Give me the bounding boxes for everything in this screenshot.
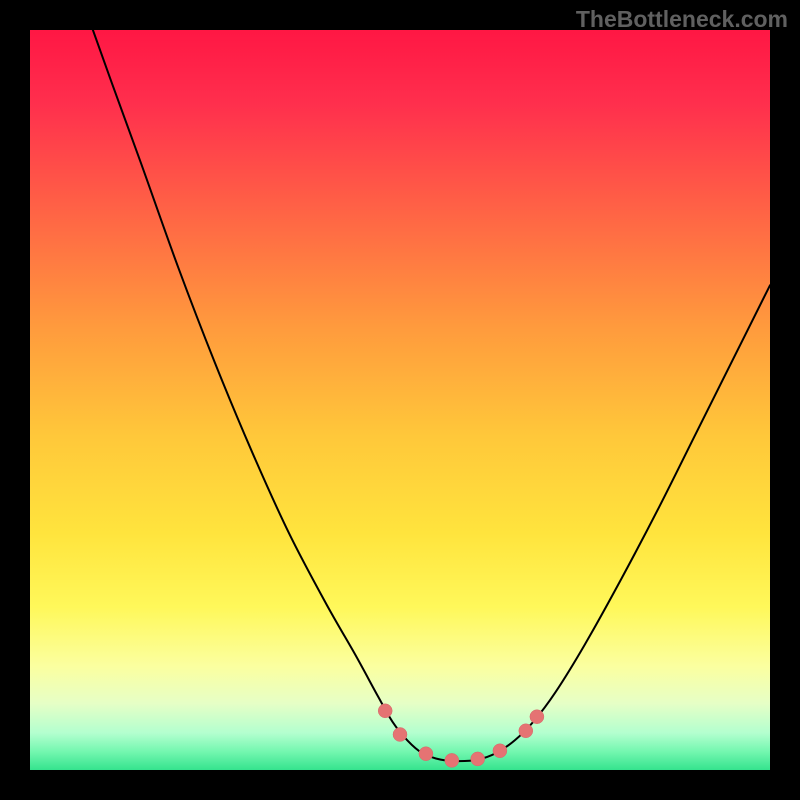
curve-marker <box>419 747 433 761</box>
chart-container: TheBottleneck.com <box>0 0 800 800</box>
curve-marker <box>445 753 459 767</box>
curve-marker <box>493 744 507 758</box>
curve-marker <box>393 727 407 741</box>
curve-marker <box>378 704 392 718</box>
curve-marker <box>519 724 533 738</box>
watermark-text: TheBottleneck.com <box>576 6 788 33</box>
chart-overlay-svg <box>30 30 770 770</box>
curve-marker <box>471 752 485 766</box>
bottleneck-curve <box>93 30 770 761</box>
curve-marker <box>530 710 544 724</box>
chart-plot-area <box>30 30 770 770</box>
